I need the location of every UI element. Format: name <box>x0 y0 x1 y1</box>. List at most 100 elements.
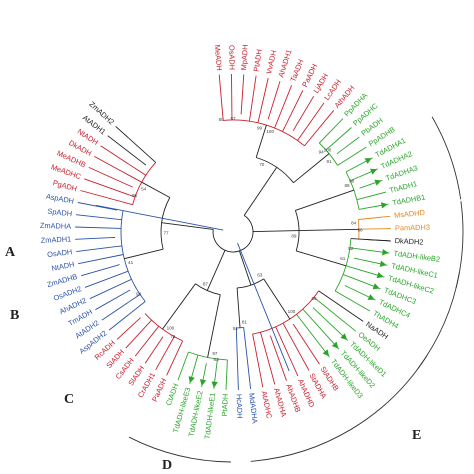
sub-branch <box>122 270 129 274</box>
leaf-branch <box>80 190 133 206</box>
marker-triangle-icon <box>364 158 372 164</box>
leaf-label: PtADH <box>220 394 230 417</box>
marker-triangle-icon <box>340 333 348 340</box>
leaf-label: AtADHC <box>260 390 274 420</box>
sub-branch <box>257 116 260 123</box>
leaf-branch <box>318 300 357 332</box>
leaf-branch <box>84 178 130 196</box>
leaf-branch <box>95 292 126 311</box>
internal-branch <box>236 287 241 328</box>
internal-branch <box>298 228 360 232</box>
leaf-labels: MeADH OsADH MpADH PtADH VvADHAhADH1TaADHPaAD… <box>40 44 441 440</box>
sub-branch <box>113 264 120 267</box>
leaf-branch <box>337 146 367 166</box>
leaf-branch <box>144 341 160 364</box>
leaf-branch <box>318 290 364 322</box>
sub-branch <box>170 336 175 343</box>
sub-branch <box>252 334 255 341</box>
marker-triangle-icon <box>188 376 195 384</box>
leaf-branch <box>76 246 116 253</box>
marker-triangle-icon <box>322 349 330 357</box>
bootstrap-value: 84 <box>351 220 357 225</box>
leaf-branch <box>243 327 252 390</box>
root-arc <box>212 215 254 253</box>
bootstrap-value: 54 <box>141 186 147 191</box>
marker-triangle-icon <box>331 341 339 349</box>
sub-branch <box>126 184 133 188</box>
clade-arc <box>252 290 320 335</box>
clade-bracket <box>431 116 462 200</box>
leaf-branch <box>274 85 293 129</box>
sub-branch <box>336 149 342 155</box>
internal-branch <box>296 250 347 267</box>
bootstrap-value: 100 <box>324 147 332 152</box>
leaf-branch <box>166 340 184 376</box>
bootstrap-value: 100 <box>266 129 274 134</box>
clade-arc <box>132 162 157 205</box>
leaf-branch <box>248 75 257 122</box>
bootstrap-value: 99 <box>257 126 263 131</box>
sub-branch <box>312 307 318 313</box>
internal-branch <box>162 283 196 330</box>
leaf-branch <box>155 341 172 371</box>
clade-bracket <box>128 436 231 463</box>
sub-branch <box>267 113 271 120</box>
leaf-branch <box>269 81 281 114</box>
leaf-label: OsADH <box>227 45 236 70</box>
sub-branch <box>325 145 331 151</box>
leaf-label: TdADH-likeB2 <box>393 249 441 264</box>
clade-letter: E <box>412 428 421 443</box>
sub-branch <box>354 257 361 260</box>
internal-branch <box>141 181 171 198</box>
leaf-branch <box>260 332 276 385</box>
marker-triangle-icon <box>369 168 378 175</box>
internal-branch <box>263 278 291 320</box>
bootstrap-value: 78 <box>170 334 176 339</box>
leaf-branch <box>81 265 114 277</box>
sub-branch <box>111 208 118 211</box>
leaf-branch <box>89 278 132 300</box>
leaf-branch <box>77 202 112 210</box>
bootstrap-value: 100 <box>288 309 296 314</box>
leaf-branch <box>318 118 344 144</box>
sub-branch <box>140 171 147 176</box>
root-branch <box>206 250 226 291</box>
bootstrap-value: 57 <box>230 116 236 121</box>
clade-arc <box>236 326 244 329</box>
leaf-branch <box>88 166 128 186</box>
leaf-label: CtADH <box>164 382 180 407</box>
sub-branch <box>204 363 207 370</box>
leaf-label: MdADHA <box>247 392 259 424</box>
marker-triangle-icon <box>211 381 218 389</box>
leaf-branch <box>100 145 142 173</box>
bootstrap-value: 51 <box>233 326 239 331</box>
internal-arc <box>237 278 264 289</box>
leaf-branch <box>108 301 146 331</box>
root-branch <box>161 222 214 230</box>
leaf-branch <box>94 156 142 183</box>
leaf-branch <box>356 191 387 201</box>
leaf-branch <box>84 272 123 288</box>
sub-branch <box>159 336 164 342</box>
clade-bracket <box>250 355 428 462</box>
marker-triangle-icon <box>199 379 207 387</box>
leaf-label: AhADHA <box>272 387 289 418</box>
sub-branch <box>135 317 141 323</box>
sub-branch <box>359 185 366 189</box>
bootstrap-value: 96 <box>357 228 363 233</box>
clade-arc <box>144 313 183 342</box>
leaf-branch <box>107 135 142 162</box>
leaf-label: PamADH3 <box>395 223 430 233</box>
clade-letters: A B C D E <box>5 245 421 473</box>
leaf-branch <box>116 321 137 340</box>
leaf-label: OsADH <box>47 247 73 259</box>
bootstrap-value: 100 <box>167 326 175 331</box>
sub-branch <box>292 323 297 330</box>
sub-branch <box>296 314 301 320</box>
leaf-label: AspADH <box>45 192 75 206</box>
sub-branch <box>304 140 309 147</box>
leaf-branch <box>271 340 287 381</box>
leaf-label: MpADH <box>239 44 250 70</box>
leaf-branch <box>258 77 269 118</box>
